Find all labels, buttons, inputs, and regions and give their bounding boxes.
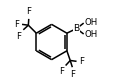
Text: F: F [26, 7, 31, 16]
Text: F: F [59, 67, 64, 76]
Text: F: F [70, 70, 75, 79]
Text: B: B [73, 24, 80, 33]
Text: OH: OH [84, 30, 97, 39]
Text: F: F [15, 20, 20, 29]
Text: F: F [79, 57, 84, 66]
Text: F: F [17, 32, 22, 41]
Text: OH: OH [84, 18, 97, 27]
